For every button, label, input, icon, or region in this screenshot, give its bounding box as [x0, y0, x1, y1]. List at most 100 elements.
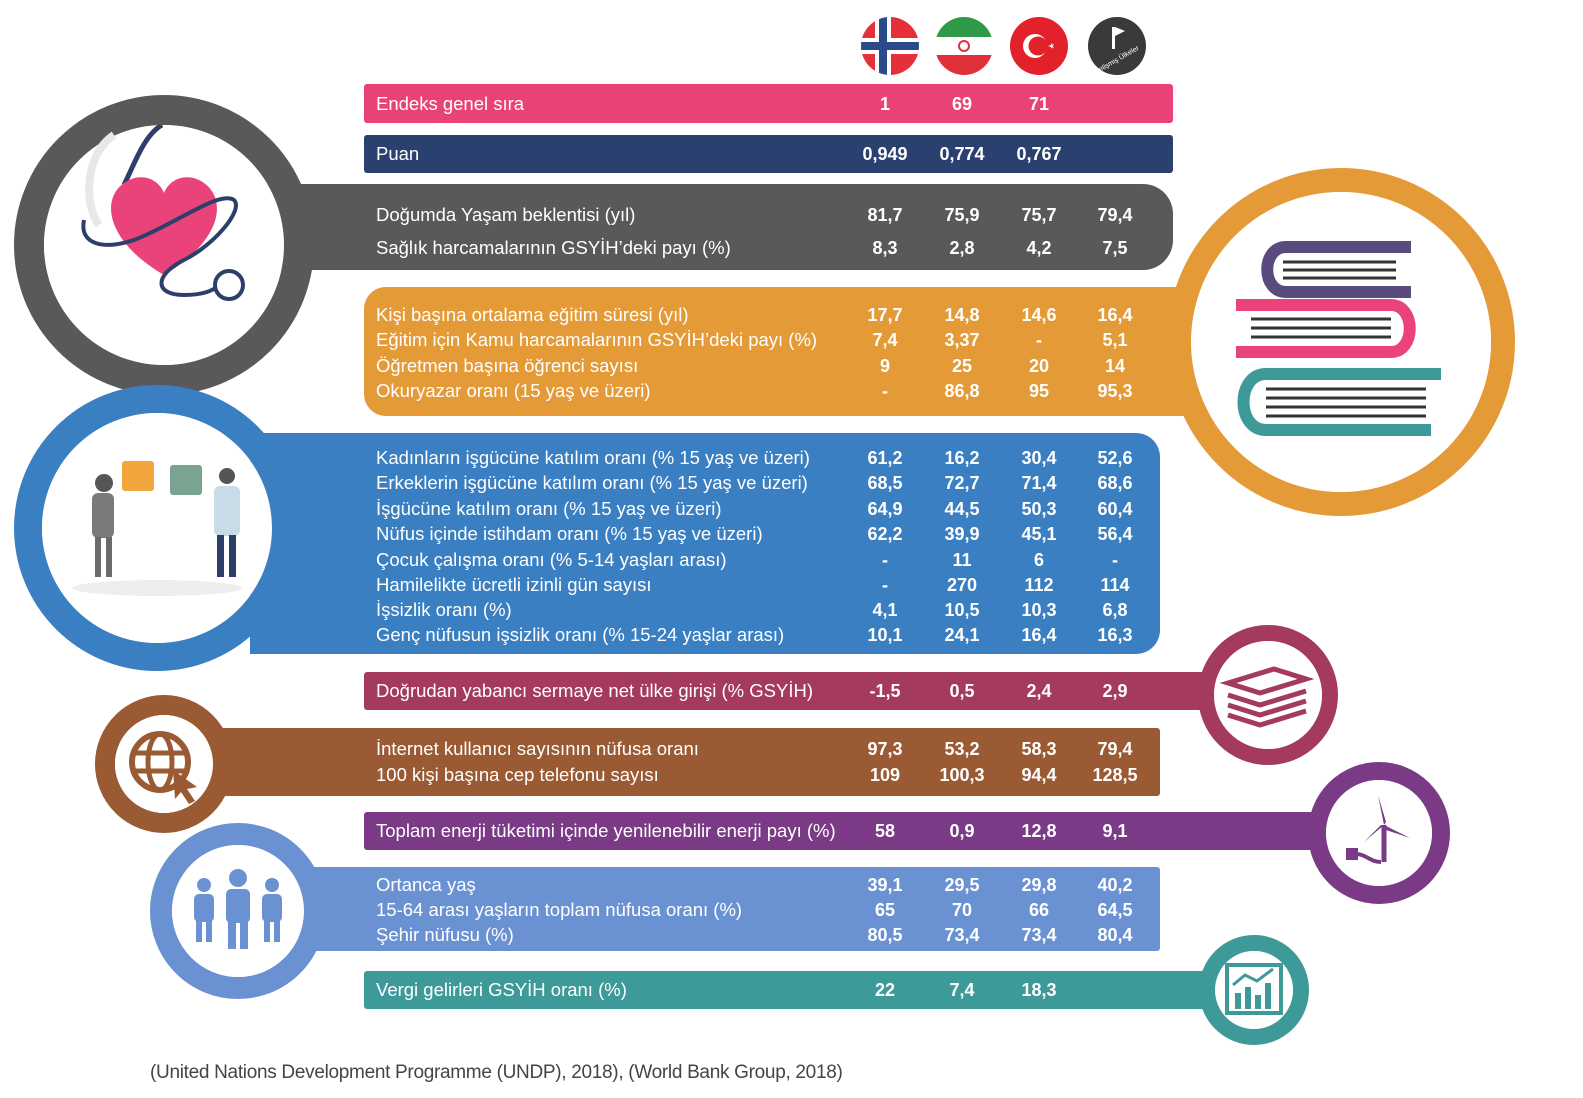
- norway-value: 62,2: [867, 524, 903, 544]
- norway-value: 9: [879, 356, 890, 376]
- developed-value: 95,3: [1097, 381, 1133, 401]
- table-row: Doğrudan yabancı sermaye net ülke girişi…: [364, 678, 1214, 704]
- iran-value: 0,9: [949, 821, 975, 841]
- indicator-label: Okuryazar oranı (15 yaş ve üzeri): [376, 380, 651, 401]
- developed-value: 6,8: [1102, 600, 1128, 620]
- turkey-value: 4,2: [1026, 238, 1052, 258]
- indicator-label: Öğretmen başına öğrenci sayısı: [376, 355, 639, 376]
- norway-value: -: [882, 575, 888, 595]
- indicator-label: Ortanca yaş: [376, 874, 476, 895]
- turkey-value: 58,3: [1021, 739, 1057, 759]
- score-label: Puan: [376, 143, 420, 164]
- table-row: Endeks genel sıra 1 69 71: [364, 91, 1173, 117]
- developed-value: 52,6: [1097, 448, 1133, 468]
- norway-value: 65: [874, 900, 896, 920]
- indicator-label: Genç nüfusun işsizlik oranı (% 15-24 yaş…: [376, 624, 785, 645]
- iran-value: 7,4: [949, 980, 975, 1000]
- wind-turbine-plug-icon: [1346, 795, 1410, 864]
- indicator-label: Vergi gelirleri GSYİH oranı (%): [376, 979, 627, 1000]
- tax-band: Vergi gelirleri GSYİH oranı (%) 22 7,4 18,…: [364, 971, 1224, 1009]
- iran-value: 44,5: [944, 499, 980, 519]
- iran-value: 69: [951, 94, 973, 114]
- turkey-value: 20: [1028, 356, 1050, 376]
- turkey-value: -: [1036, 330, 1042, 350]
- turkey-value: 95: [1028, 381, 1050, 401]
- iran-flag-icon: [935, 17, 993, 75]
- education-band: Kişi başına ortalama eğitim süresi (yıl)…: [364, 287, 1234, 416]
- iran-value: 73,4: [944, 925, 980, 945]
- iran-value: 75,9: [944, 205, 980, 225]
- norway-value: 17,7: [867, 305, 903, 325]
- turkey-value: 12,8: [1021, 821, 1057, 841]
- norway-value: 81,7: [867, 205, 903, 225]
- table-row: Doğumda Yaşam beklentisi (yıl) 81,7 75,9 7…: [260, 202, 1173, 228]
- table-row: Puan 0,949 0,774 0,767: [364, 141, 1173, 167]
- developed-value: 5,1: [1102, 330, 1128, 350]
- iran-value: 25: [951, 356, 973, 376]
- indicator-label: Kadınların işgücüne katılım oranı (% 15 …: [376, 447, 810, 468]
- iran-value: 16,2: [944, 448, 980, 468]
- indicator-label: İşsizlik oranı (%): [376, 599, 512, 620]
- table-row: Kişi başına ortalama eğitim süresi (yıl)…: [364, 302, 1234, 328]
- norway-value: 39,1: [867, 875, 903, 895]
- indicator-label: Toplam enerji tüketimi içinde yenilenebi…: [376, 820, 836, 841]
- turkey-value: 75,7: [1021, 205, 1057, 225]
- turkey-value: 45,1: [1021, 524, 1057, 544]
- iran-value: 72,7: [944, 473, 980, 493]
- puzzle-people-icon: [72, 461, 242, 596]
- iran-value: 70: [951, 900, 973, 920]
- iran-value: 24,1: [944, 625, 980, 645]
- books-icon: [1236, 241, 1441, 436]
- table-row: Eğitim için Kamu harcamalarının GSYİH’de…: [364, 327, 1234, 353]
- indicator-label: Doğrudan yabancı sermaye net ülke girişi…: [376, 680, 813, 701]
- developed-value: 56,4: [1097, 524, 1133, 544]
- score-band: Puan 0,949 0,774 0,767: [364, 135, 1173, 173]
- iran-value: 3,37: [944, 330, 980, 350]
- table-row: Çocuk çalışma oranı (% 5-14 yaşları aras…: [250, 547, 1160, 573]
- norway-value: 22: [874, 980, 896, 1000]
- table-row: İnternet kullanıcı sayısının nüfusa oran…: [200, 736, 1160, 762]
- indicator-label: İnternet kullanıcı sayısının nüfusa oran…: [376, 738, 699, 759]
- turkey-value: 10,3: [1021, 600, 1057, 620]
- turkey-value: 2,4: [1026, 681, 1052, 701]
- norway-value: 4,1: [872, 600, 898, 620]
- iran-value: 2,8: [949, 238, 975, 258]
- iran-value: 86,8: [944, 381, 980, 401]
- developed-value: 68,6: [1097, 473, 1133, 493]
- fdi-band: Doğrudan yabancı sermaye net ülke girişi…: [364, 672, 1214, 710]
- heart-stethoscope-icon: [81, 122, 245, 301]
- developed-value: 60,4: [1097, 499, 1133, 519]
- globe-cursor-icon: [129, 731, 197, 804]
- developed-value: 79,4: [1097, 205, 1133, 225]
- population-icon-circle: [172, 845, 304, 977]
- table-row: 100 kişi başına cep telefonu sayısı 109 1…: [200, 762, 1160, 788]
- norway-value: -1,5: [869, 681, 901, 701]
- norway-value: 109: [869, 765, 901, 785]
- turkey-value: 30,4: [1021, 448, 1057, 468]
- iran-value: 0,774: [939, 144, 985, 164]
- table-row: 15-64 arası yaşların toplam nüfusa oranı…: [300, 897, 1160, 923]
- turkey-value: 18,3: [1021, 980, 1057, 1000]
- turkey-value: 71: [1028, 94, 1050, 114]
- developed-value: -: [1112, 550, 1118, 570]
- indicator-label: Erkeklerin işgücüne katılım oranı (% 15 …: [376, 472, 808, 493]
- fdi-icon-circle: [1214, 641, 1322, 749]
- rank-band: Endeks genel sıra 1 69 71: [364, 84, 1173, 123]
- developed-value: 80,4: [1097, 925, 1133, 945]
- growth-chart-icon: [1225, 963, 1283, 1015]
- turkey-value: 0,767: [1016, 144, 1062, 164]
- developed-value: 9,1: [1102, 821, 1128, 841]
- table-row: Kadınların işgücüne katılım oranı (% 15 …: [250, 445, 1160, 471]
- norway-value: 7,4: [872, 330, 898, 350]
- developed-value: 16,3: [1097, 625, 1133, 645]
- indicator-label: İşgücüne katılım oranı (% 15 yaş ve üzer…: [376, 498, 722, 519]
- tax-icon-circle: [1215, 951, 1293, 1029]
- table-row: İşgücüne katılım oranı (% 15 yaş ve üzer…: [250, 496, 1160, 522]
- norway-value: 97,3: [867, 739, 903, 759]
- internet-band: İnternet kullanıcı sayısının nüfusa oran…: [200, 728, 1160, 796]
- table-row: Hamilelikte ücretli izinli gün sayısı - 2…: [250, 572, 1160, 598]
- source-note: (United Nations Development Programme (U…: [150, 1062, 843, 1083]
- turkey-value: 71,4: [1021, 473, 1057, 493]
- developed-value: 40,2: [1097, 875, 1133, 895]
- turkey-value: 16,4: [1021, 625, 1057, 645]
